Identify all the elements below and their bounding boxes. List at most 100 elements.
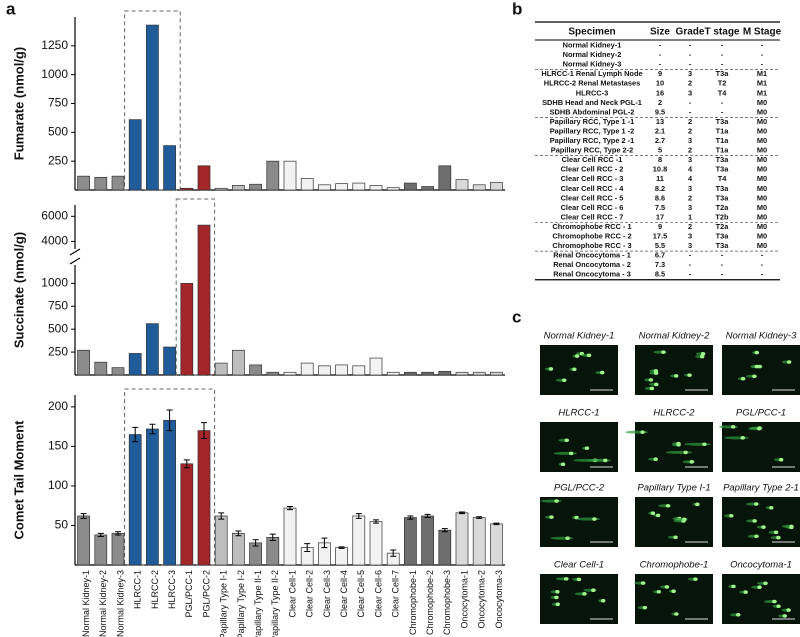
error-bar [97, 532, 104, 538]
bar [266, 371, 280, 376]
image-label: Normal Kidney-2 [639, 331, 710, 342]
table-cell: Normal Kidney-1 [563, 41, 622, 50]
bar [404, 517, 417, 566]
bar [472, 517, 486, 566]
comet-image [722, 422, 800, 472]
comet-head [702, 442, 707, 447]
comet-head [661, 350, 666, 354]
table-cell: - [721, 60, 724, 69]
table-cell: Renal Oncocytoma - 2 [553, 260, 631, 269]
error-bar [218, 512, 225, 520]
bar [421, 186, 434, 191]
table-cell: HLRCC-2 Renal Metastases [544, 79, 641, 88]
y-tick-label: 500 [48, 321, 68, 335]
image-label: HLRCC-2 [653, 408, 695, 419]
table-cell: 2.1 [655, 126, 665, 135]
bar [180, 463, 194, 566]
error-bar [269, 533, 276, 541]
bar [352, 365, 366, 376]
table-cell: 7.3 [655, 260, 665, 269]
table-cell: M0 [757, 203, 767, 212]
table-cell: 3 [688, 232, 692, 241]
table-cell: T3a [716, 117, 730, 126]
comet-head [683, 450, 688, 455]
comet-head [673, 535, 678, 540]
comet-head [548, 367, 554, 371]
table-cell: 13 [656, 117, 664, 126]
bar [146, 24, 159, 191]
comet-head [592, 517, 597, 521]
bar [77, 349, 90, 376]
table-cell: Chromophobe RCC - 2 [552, 232, 631, 241]
panel-label: c [512, 307, 521, 326]
comet [553, 451, 578, 455]
comet-head [640, 581, 646, 585]
table-cell: 8 [658, 155, 662, 164]
bar [249, 364, 262, 376]
comet-head [776, 604, 781, 609]
bar [335, 364, 348, 376]
error-bar [355, 513, 362, 519]
error-bar [459, 511, 465, 515]
table-cell: M0 [757, 146, 767, 155]
image-label: Papillary Type 2-1 [723, 483, 799, 494]
comet-head [743, 590, 748, 594]
table-cell: M0 [757, 193, 767, 202]
bar [283, 507, 297, 566]
y-tick-label: 250 [48, 153, 68, 167]
y-axis-label: Fumarate (nmol/g) [11, 47, 26, 160]
table-cell: HLRCC-3 [576, 88, 608, 97]
comet-head [674, 612, 679, 616]
comet [625, 430, 649, 434]
comet-image [722, 497, 800, 547]
comet-head [572, 367, 577, 372]
image-label: HLRCC-1 [558, 408, 599, 419]
table-cell: T4 [718, 88, 728, 97]
bar [266, 160, 280, 191]
comet-head [731, 584, 736, 589]
comet-head [650, 511, 656, 515]
table-cell: M1 [757, 88, 767, 97]
bar [232, 185, 245, 191]
table-cell: Chromophobe RCC - 3 [552, 241, 631, 250]
table-cell: - [689, 260, 692, 269]
table-cell: Clear Cell RCC - 6 [561, 203, 624, 212]
x-tick-label: Clear Cell-1 [287, 570, 297, 618]
y-tick-label: 1000 [41, 67, 68, 81]
bar [318, 365, 331, 376]
bar [335, 183, 348, 191]
comet [576, 517, 601, 521]
comet-head [563, 577, 569, 581]
table-cell: 8.5 [655, 270, 665, 279]
table-cell: - [689, 98, 692, 107]
y-axis-label: Succinate (nmol/g) [11, 232, 26, 348]
table-cell: 2.7 [655, 136, 665, 145]
table-cell: - [721, 251, 724, 260]
table-cell: T2a [716, 222, 730, 231]
table-cell: 8.6 [655, 193, 665, 202]
table-cell: T1a [716, 126, 730, 135]
x-tick-label: PGL/PCC-1 [184, 570, 194, 618]
comet-head [582, 592, 587, 596]
bar [180, 282, 194, 376]
table-cell: 3 [688, 88, 692, 97]
bar [163, 145, 176, 191]
table-cell: 11 [656, 174, 664, 183]
bar [94, 534, 108, 566]
comet-head [653, 457, 658, 462]
bar [490, 523, 503, 566]
table-cell: Clear Cell RCC - 7 [561, 212, 624, 221]
comet-head [665, 504, 671, 508]
table-header: Grade [676, 27, 705, 38]
comet-head [695, 502, 700, 507]
comet-image [540, 574, 618, 624]
comet-head [584, 446, 590, 450]
bar [77, 515, 90, 566]
comet-head [642, 605, 648, 610]
x-tick-label: Papillary Type I-2 [236, 570, 246, 637]
comet-head [591, 588, 596, 593]
table-cell: Normal Kidney-2 [563, 50, 622, 59]
table-cell: - [659, 50, 662, 59]
comet-head [754, 534, 759, 539]
bar [128, 119, 142, 191]
